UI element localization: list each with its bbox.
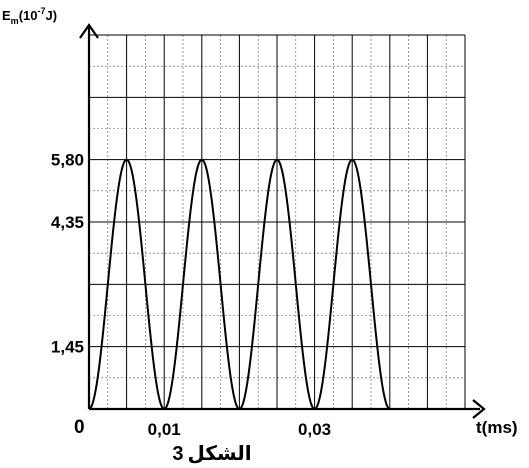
x-tick-label: 0,03 xyxy=(298,420,331,439)
y-tick-label: 5,80 xyxy=(51,151,84,170)
series-line-0 xyxy=(88,158,391,411)
figure-caption: 3 الشكل xyxy=(172,443,251,465)
x-axis-label: t(ms) xyxy=(476,418,518,437)
y-tick-label: 4,35 xyxy=(51,213,84,232)
y-axis-label: Em(10-7J) xyxy=(2,6,57,26)
x-tick-label: 0,01 xyxy=(148,420,181,439)
y-tick-label: 1,45 xyxy=(51,338,84,357)
plot-area xyxy=(88,158,391,411)
y-axis-arrow xyxy=(79,23,99,39)
tick-labels: 5,80 4,35 1,45 0,01 0,03 xyxy=(51,151,331,439)
origin-label: 0 xyxy=(74,417,85,438)
axes xyxy=(79,23,486,419)
x-axis-arrow xyxy=(472,399,486,419)
